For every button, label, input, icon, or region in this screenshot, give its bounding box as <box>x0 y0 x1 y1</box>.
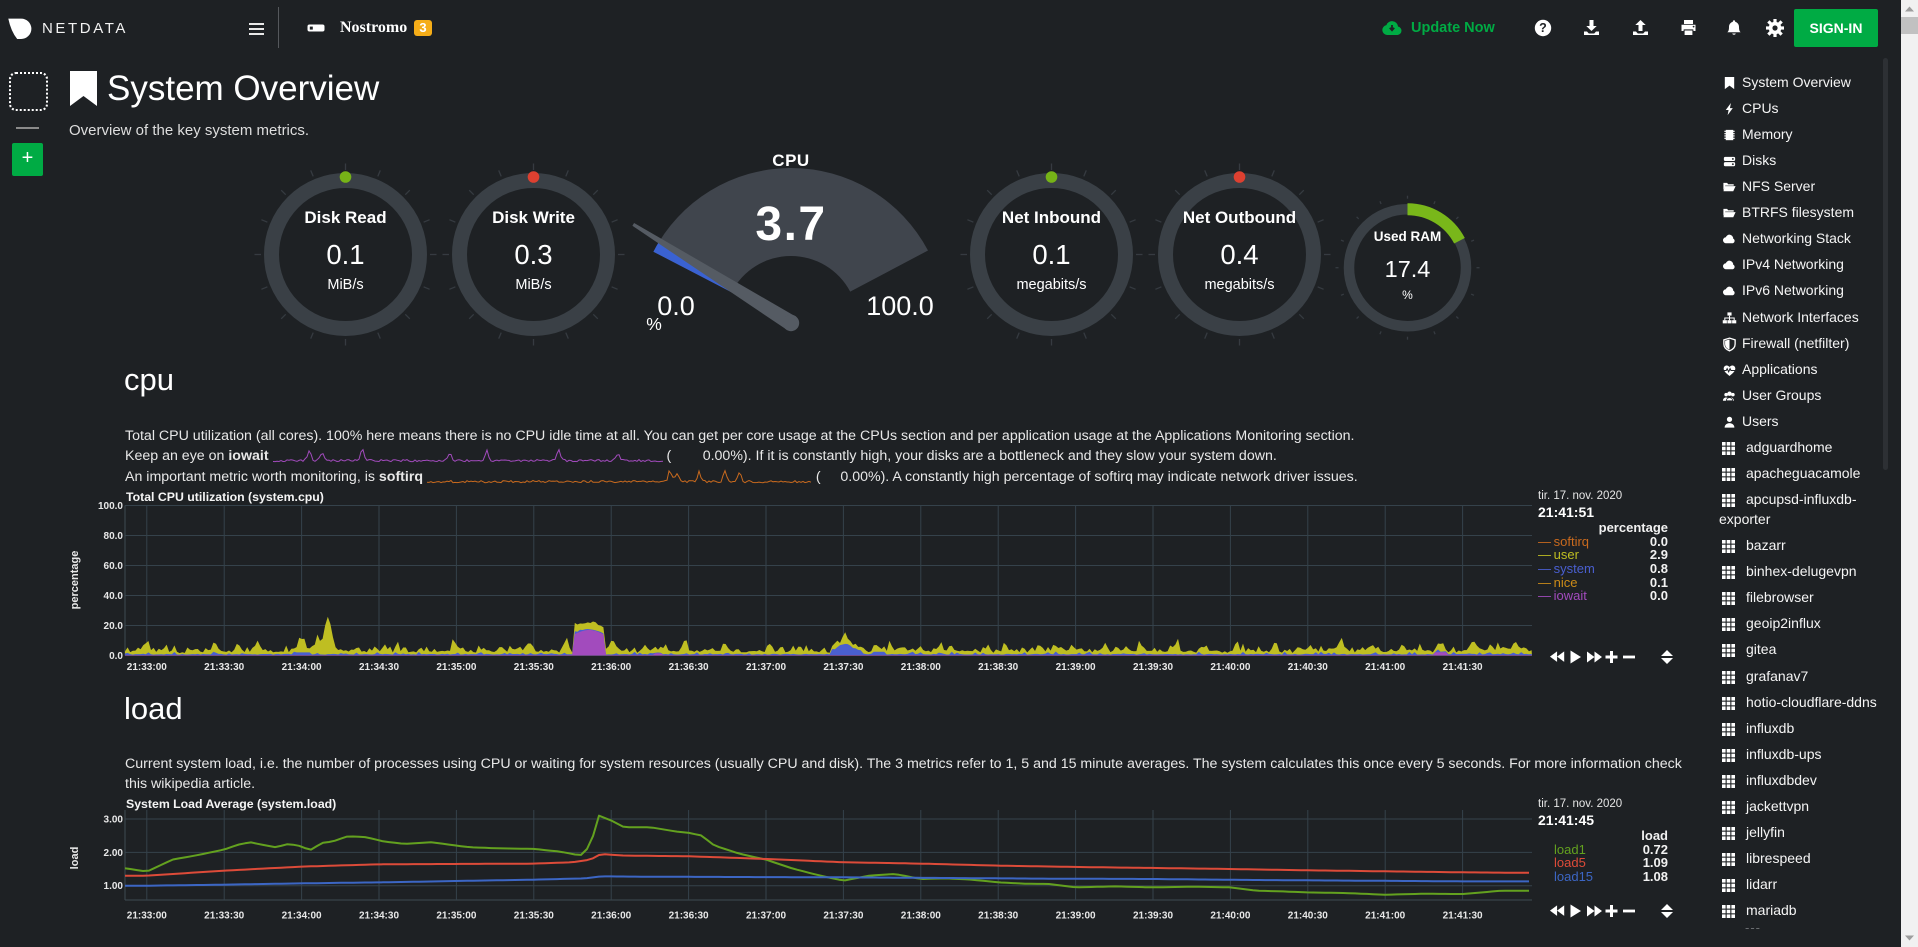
svg-text:21:37:00: 21:37:00 <box>746 911 786 922</box>
svg-text:0.3: 0.3 <box>514 239 552 270</box>
svg-text:21:35:30: 21:35:30 <box>514 911 554 922</box>
svg-text:21:36:30: 21:36:30 <box>669 911 709 922</box>
svg-text:%: % <box>1402 288 1413 302</box>
svg-text:21:39:00: 21:39:00 <box>1056 911 1096 922</box>
svg-text:21:35:00: 21:35:00 <box>436 911 476 922</box>
svg-text:3.7: 3.7 <box>755 198 826 251</box>
svg-text:60.0: 60.0 <box>104 561 124 572</box>
svg-text:21:40:30: 21:40:30 <box>1288 911 1328 922</box>
svg-text:21:41:30: 21:41:30 <box>1443 662 1483 673</box>
svg-text:Used RAM: Used RAM <box>1374 229 1442 244</box>
svg-text:21:35:30: 21:35:30 <box>514 662 554 673</box>
svg-text:100.0: 100.0 <box>98 501 123 512</box>
svg-text:3.00: 3.00 <box>104 815 124 826</box>
svg-text:21:33:00: 21:33:00 <box>127 662 167 673</box>
svg-text:21:39:30: 21:39:30 <box>1133 911 1173 922</box>
svg-text:21:40:00: 21:40:00 <box>1210 662 1250 673</box>
svg-text:21:38:00: 21:38:00 <box>901 911 941 922</box>
svg-text:MiB/s: MiB/s <box>515 277 551 293</box>
svg-text:System Load Average (system.lo: System Load Average (system.load) <box>126 797 336 811</box>
svg-text:Total CPU utilization (system.: Total CPU utilization (system.cpu) <box>126 490 324 504</box>
svg-text:21:34:30: 21:34:30 <box>359 911 399 922</box>
svg-text:1.00: 1.00 <box>104 881 124 892</box>
svg-text:21:36:30: 21:36:30 <box>669 662 709 673</box>
svg-text:20.0: 20.0 <box>104 621 124 632</box>
svg-text:0.1: 0.1 <box>1032 239 1070 270</box>
svg-text:%: % <box>646 314 662 334</box>
svg-text:megabits/s: megabits/s <box>1204 277 1274 293</box>
svg-text:21:33:30: 21:33:30 <box>204 662 244 673</box>
svg-text:CPU: CPU <box>772 151 809 170</box>
svg-text:percentage: percentage <box>69 551 81 610</box>
svg-text:21:33:00: 21:33:00 <box>127 911 167 922</box>
svg-text:0.0: 0.0 <box>109 651 123 662</box>
svg-text:0.1: 0.1 <box>326 239 364 270</box>
svg-text:21:37:30: 21:37:30 <box>823 911 863 922</box>
svg-text:?: ? <box>1539 21 1547 35</box>
svg-text:load: load <box>69 847 81 870</box>
svg-text:21:37:00: 21:37:00 <box>746 662 786 673</box>
svg-text:Net Outbound: Net Outbound <box>1183 208 1296 227</box>
svg-text:21:37:30: 21:37:30 <box>823 662 863 673</box>
svg-text:21:41:30: 21:41:30 <box>1443 911 1483 922</box>
svg-text:21:38:30: 21:38:30 <box>978 662 1018 673</box>
svg-text:Net Inbound: Net Inbound <box>1002 208 1101 227</box>
svg-text:2.00: 2.00 <box>104 848 124 859</box>
svg-text:21:41:00: 21:41:00 <box>1365 911 1405 922</box>
svg-text:100.0: 100.0 <box>866 291 934 321</box>
svg-text:MiB/s: MiB/s <box>327 277 363 293</box>
svg-text:21:41:00: 21:41:00 <box>1365 662 1405 673</box>
svg-text:40.0: 40.0 <box>104 591 124 602</box>
svg-text:21:38:30: 21:38:30 <box>978 911 1018 922</box>
svg-text:21:33:30: 21:33:30 <box>204 911 244 922</box>
svg-text:Disk Read: Disk Read <box>304 208 386 227</box>
svg-text:21:39:30: 21:39:30 <box>1133 662 1173 673</box>
svg-text:21:40:30: 21:40:30 <box>1288 662 1328 673</box>
svg-text:21:36:00: 21:36:00 <box>591 911 631 922</box>
svg-text:17.4: 17.4 <box>1385 256 1431 282</box>
svg-text:21:35:00: 21:35:00 <box>436 662 476 673</box>
svg-text:Disk Write: Disk Write <box>492 208 575 227</box>
svg-text:21:34:00: 21:34:00 <box>282 911 322 922</box>
svg-text:21:34:30: 21:34:30 <box>359 662 399 673</box>
svg-text:80.0: 80.0 <box>104 531 124 542</box>
svg-text:21:40:00: 21:40:00 <box>1210 911 1250 922</box>
svg-text:megabits/s: megabits/s <box>1016 277 1086 293</box>
svg-text:21:34:00: 21:34:00 <box>282 662 322 673</box>
svg-text:21:38:00: 21:38:00 <box>901 662 941 673</box>
svg-text:0.0: 0.0 <box>657 291 695 321</box>
svg-text:21:39:00: 21:39:00 <box>1056 662 1096 673</box>
svg-text:0.4: 0.4 <box>1220 239 1258 270</box>
svg-text:21:36:00: 21:36:00 <box>591 662 631 673</box>
